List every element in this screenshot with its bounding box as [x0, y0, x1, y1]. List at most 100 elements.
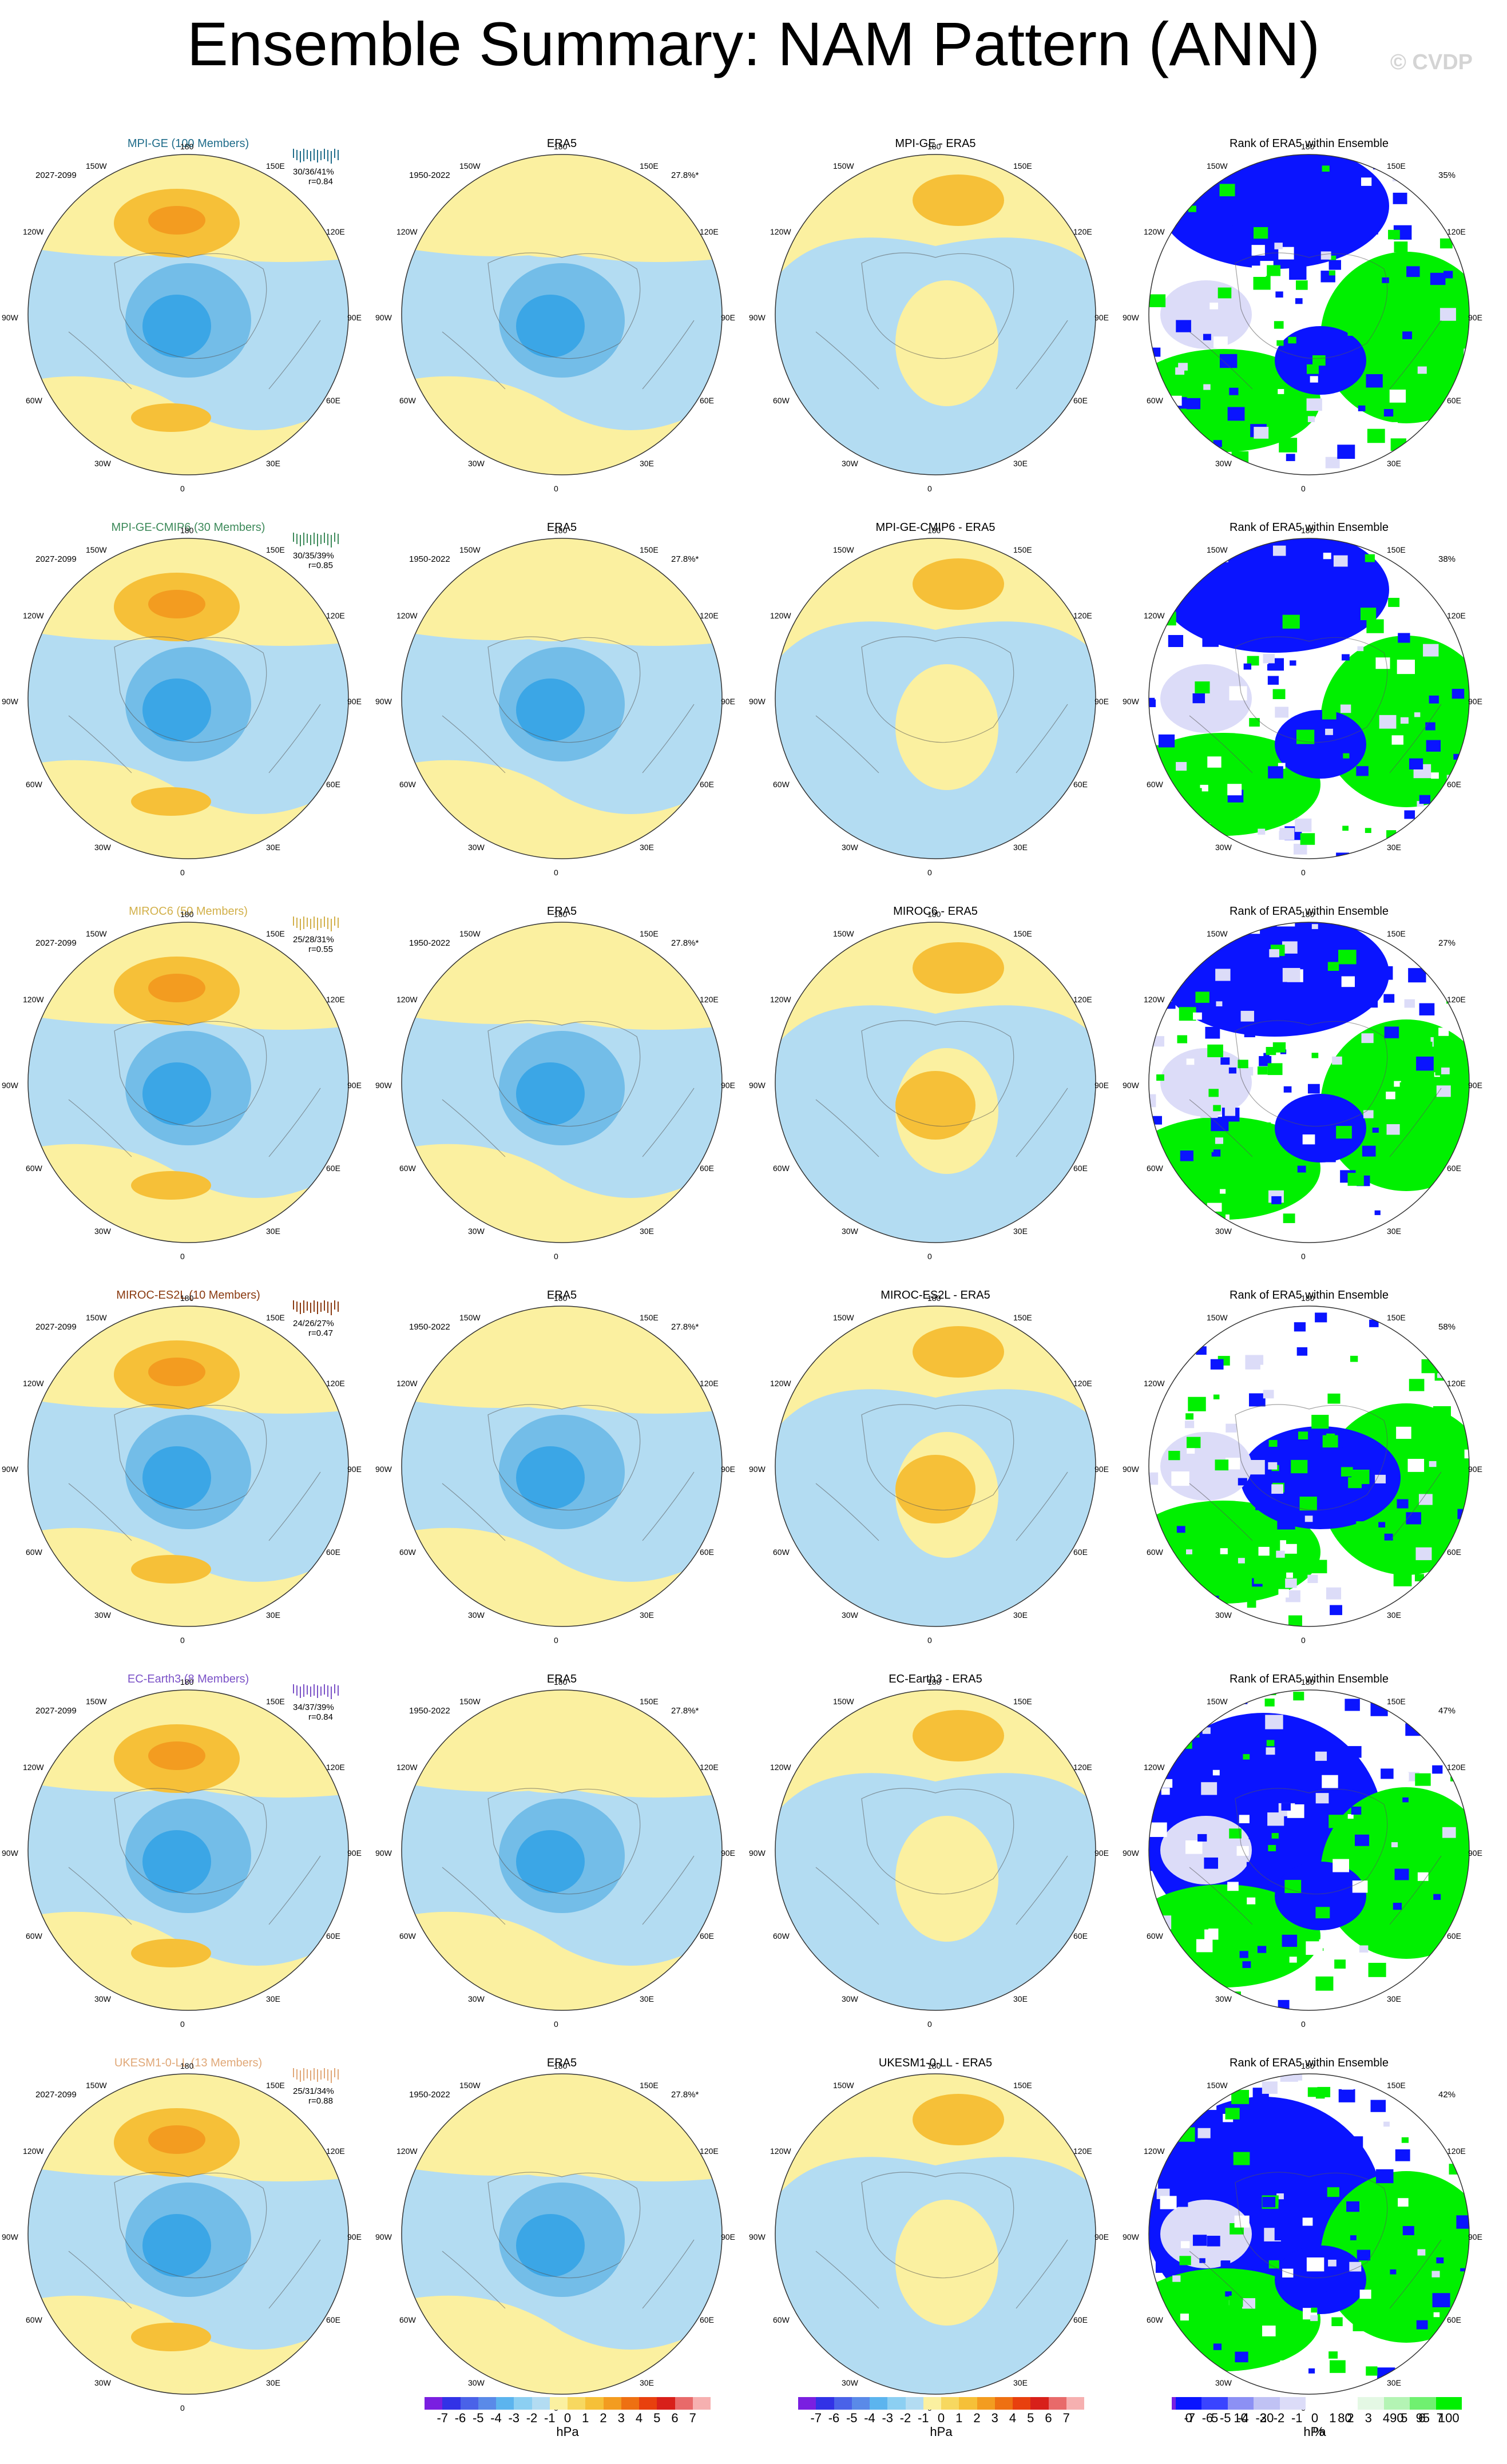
longitude-label: 90E	[721, 697, 735, 706]
longitude-label: 150W	[1207, 1313, 1228, 1322]
colorbar-swatch	[1331, 2397, 1358, 2410]
longitude-label: 120E	[1447, 227, 1466, 236]
colorbar-tick-label: 3	[991, 2411, 998, 2425]
panel-model-row4: MIROC-ES2L (10 Members) 2027-2099 24/26/27…	[0, 1266, 376, 1649]
colorbar-swatch	[870, 2397, 888, 2410]
pattern-correlation: r=0.47	[308, 1328, 333, 1338]
colorbar-tick-label: 7	[1436, 2411, 1443, 2425]
longitude-label: 0	[927, 1636, 932, 1645]
colorbar-swatch	[1176, 2397, 1202, 2410]
colorbar-tick-label: 5	[1211, 2411, 1219, 2425]
longitude-label: 150E	[266, 161, 285, 170]
longitude-label: 60W	[773, 2315, 790, 2324]
longitude-label: 90E	[721, 1848, 735, 1858]
longitude-label: 90E	[1094, 697, 1109, 706]
colorbar-swatch	[941, 2397, 959, 2410]
longitude-label: 150W	[833, 2081, 854, 2090]
longitude-label: 180	[554, 2061, 568, 2070]
longitude-label: 30E	[266, 1994, 280, 2003]
colorbar-swatch	[923, 2397, 941, 2410]
analysis-period: 2027-2099	[35, 170, 77, 180]
longitude-label: 60E	[1447, 396, 1461, 405]
analysis-period: 2027-2099	[35, 1706, 77, 1716]
longitude-label: 150E	[640, 545, 659, 554]
colorbar-swatches	[798, 2397, 1084, 2410]
longitude-label: 90W	[1123, 697, 1139, 706]
panel-diff-row1: MPI-GE - ERA5 180 150E 120E 90E 60E 30E 0 30W 60W…	[747, 114, 1124, 498]
longitude-label: 150W	[86, 2081, 107, 2090]
obs-polar-map	[401, 1306, 723, 1627]
longitude-label: 90W	[1123, 2232, 1139, 2241]
colorbar-swatch	[1254, 2397, 1280, 2410]
variance-stats: 24/26/27% r=0.47	[293, 1319, 334, 1338]
longitude-label: 30W	[94, 1994, 111, 2003]
colorbar-tick-label: -1	[917, 2411, 929, 2425]
longitude-label: 180	[1301, 526, 1315, 535]
longitude-label: 90E	[347, 1465, 362, 1474]
colorbar-tick-label: -4	[864, 2411, 875, 2425]
longitude-label: 60W	[399, 1548, 416, 1557]
longitude-label: 90E	[721, 2232, 735, 2241]
longitude-label: 180	[1301, 1293, 1315, 1303]
longitude-label: 90E	[347, 1848, 362, 1858]
panel-obs-row1: ERA5 1950-2022 27.8%* 180 150E 120E 90E 60E 30E 0…	[374, 114, 750, 498]
colorbar-tick-label: 10	[1234, 2411, 1248, 2425]
analysis-period: 1950-2022	[409, 2090, 450, 2100]
colorbar-swatch	[425, 2397, 443, 2410]
longitude-label: 150E	[1387, 161, 1406, 170]
longitude-label: 120E	[1447, 995, 1466, 1004]
longitude-label: 120E	[1073, 2146, 1092, 2156]
longitude-label: 120E	[1447, 1379, 1466, 1388]
longitude-label: 60W	[399, 1164, 416, 1173]
longitude-label: 90W	[375, 2232, 392, 2241]
longitude-label: 30W	[94, 1227, 111, 1236]
longitude-label: 150E	[266, 545, 285, 554]
longitude-label: 120W	[23, 995, 44, 1004]
analysis-period: 1950-2022	[409, 554, 450, 564]
longitude-label: 120E	[1073, 1763, 1092, 1772]
colorbar-tick-label: -1	[1291, 2411, 1303, 2425]
variance-stats: 25/31/34% r=0.88	[293, 2086, 334, 2106]
longitude-label: 0	[1301, 484, 1306, 493]
longitude-label: 120W	[770, 227, 791, 236]
colorbar-tick-label: -7	[437, 2411, 449, 2425]
panel-diff-row4: MIROC-ES2L - ERA5 180 150E 120E 90E 60E 30E 0 30…	[747, 1266, 1124, 1649]
longitude-label: 60E	[1073, 780, 1088, 789]
longitude-label: 0	[180, 1636, 185, 1645]
colorbar-swatch	[568, 2397, 586, 2410]
colorbar-swatch	[994, 2397, 1013, 2410]
figure-title: Ensemble Summary: NAM Pattern (ANN)	[187, 9, 1320, 78]
longitude-label: 120E	[326, 1763, 345, 1772]
ensemble-spread-icon	[293, 1684, 344, 1699]
longitude-label: 90E	[1468, 1848, 1482, 1858]
panel-rank-row2: Rank of ERA5 within Ensemble 38% 180 150E 12…	[1121, 498, 1497, 882]
longitude-label: 60W	[26, 780, 42, 789]
longitude-label: 30W	[1215, 1610, 1232, 1620]
longitude-label: 30W	[468, 1994, 485, 2003]
longitude-label: 150W	[833, 1313, 854, 1322]
longitude-label: 60E	[1073, 2315, 1088, 2324]
longitude-label: 60E	[700, 1164, 714, 1173]
longitude-label: 90E	[1468, 1081, 1482, 1090]
longitude-label: 90W	[2, 1081, 18, 1090]
colorbar-swatch	[442, 2397, 461, 2410]
longitude-label: 180	[180, 142, 194, 151]
longitude-label: 120E	[1447, 2146, 1466, 2156]
longitude-label: 150W	[833, 1697, 854, 1706]
longitude-label: 180	[927, 2061, 941, 2070]
colorbar-swatch	[1383, 2397, 1410, 2410]
longitude-label: 30W	[1215, 843, 1232, 852]
pct-explained: 27.8%*	[671, 170, 699, 180]
longitude-label: 180	[180, 910, 194, 919]
panel-model-row6: UKESM1-0-LL (13 Members) 2027-2099 25/31/3…	[0, 2034, 376, 2417]
pct-explained: 38%	[1438, 554, 1456, 564]
colorbar-swatch	[905, 2397, 923, 2410]
longitude-label: 30E	[266, 459, 280, 468]
colorbar-swatches	[425, 2397, 711, 2410]
longitude-label: 60E	[326, 780, 340, 789]
longitude-label: 120W	[396, 611, 418, 620]
longitude-label: 30W	[842, 843, 858, 852]
colorbar-swatch	[959, 2397, 977, 2410]
analysis-period: 1950-2022	[409, 938, 450, 948]
pct-explained: 25/31/34%	[293, 2086, 334, 2096]
